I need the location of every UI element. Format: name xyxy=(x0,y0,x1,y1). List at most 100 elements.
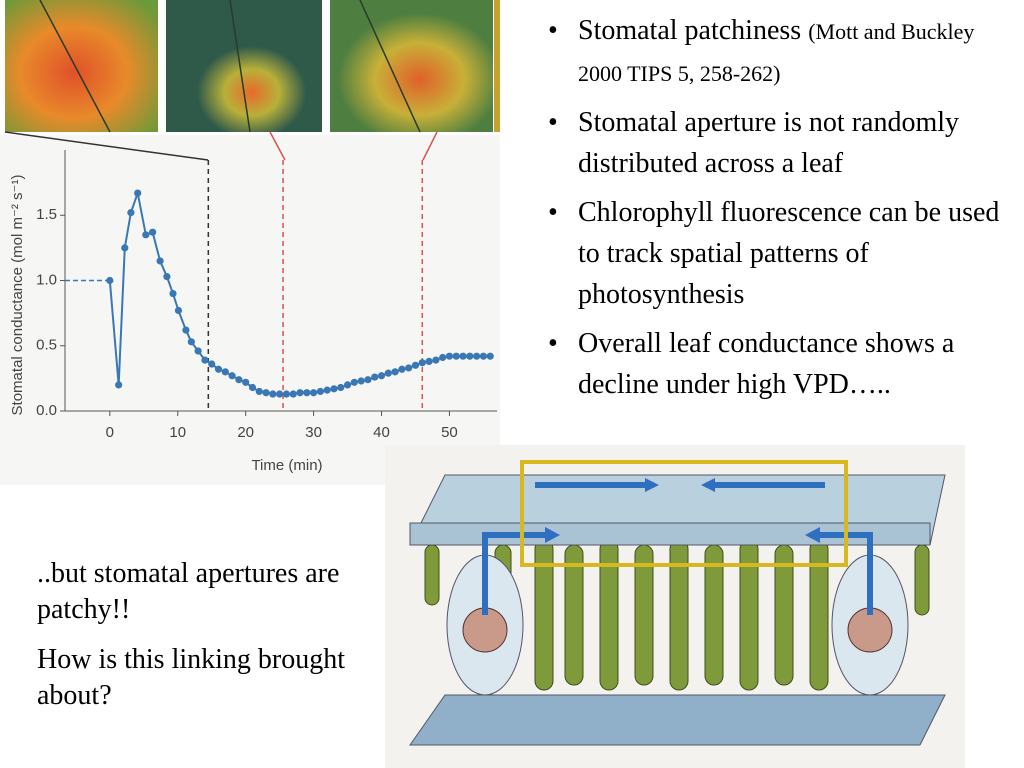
x-tick-label: 10 xyxy=(169,424,186,441)
data-point xyxy=(276,390,284,398)
data-point xyxy=(398,365,406,373)
bullet-text: Overall leaf conductance shows a decline… xyxy=(578,328,955,400)
bullet-note: (Mott and Buckley 2000 TIPS 5, 258-262) xyxy=(578,19,975,86)
data-point xyxy=(486,352,494,360)
data-point xyxy=(214,365,223,373)
data-point xyxy=(445,352,454,360)
x-tick-label: 20 xyxy=(237,424,254,441)
x-axis-label: Time (min) xyxy=(251,457,322,474)
data-point xyxy=(121,244,129,252)
data-point xyxy=(432,356,440,364)
data-point xyxy=(303,389,311,397)
y-tick-label: 0.5 xyxy=(36,337,57,354)
data-point xyxy=(182,326,190,334)
data-point xyxy=(201,356,209,364)
data-point xyxy=(377,372,386,380)
paragraph: How is this linking brought about? xyxy=(37,644,346,711)
y-tick-label: 1.5 xyxy=(36,206,57,223)
x-tick-label: 50 xyxy=(441,424,458,441)
data-point xyxy=(235,376,243,384)
data-point xyxy=(228,372,236,380)
connector xyxy=(269,131,286,161)
chart-bg xyxy=(0,135,500,485)
data-point xyxy=(134,189,142,197)
data-point xyxy=(163,272,171,281)
x-tick-label: 30 xyxy=(305,424,322,441)
data-point xyxy=(479,352,488,360)
leaf-vein xyxy=(39,0,421,133)
bullet: Stomatal aperture is not randomly distri… xyxy=(548,102,1018,184)
x-tick-label: 40 xyxy=(373,424,390,441)
data-point xyxy=(411,361,420,369)
arrow-heads xyxy=(545,478,820,543)
connector xyxy=(4,131,209,161)
heatmap xyxy=(5,0,158,132)
data-point xyxy=(337,383,345,392)
bullet: Stomatal patchiness (Mott and Buckley 20… xyxy=(548,10,1018,94)
data-point xyxy=(350,378,358,386)
flow-arrows xyxy=(482,482,873,615)
epidermis-edge xyxy=(409,522,931,546)
bullet-list: Stomatal patchiness (Mott and Buckley 20… xyxy=(548,10,1018,413)
data-point xyxy=(439,353,447,362)
connector xyxy=(422,131,438,161)
data-point xyxy=(255,387,263,396)
paragraph: ..but stomatal apertures are patchy!! xyxy=(37,558,340,625)
data-point xyxy=(323,386,331,394)
heatmap xyxy=(330,0,493,132)
data-point xyxy=(296,389,304,397)
data-point xyxy=(473,352,481,360)
vein xyxy=(462,607,893,653)
data-point xyxy=(282,390,291,398)
bullet-text: Chlorophyll fluorescence can be used to … xyxy=(578,197,1000,310)
data-point xyxy=(459,352,467,360)
data-point xyxy=(405,364,413,372)
heatmap xyxy=(166,0,322,132)
bullet: Chlorophyll fluorescence can be used to … xyxy=(548,192,1018,315)
data-point xyxy=(364,376,372,384)
x-tick-label: 0 xyxy=(106,424,114,441)
data-point xyxy=(371,373,379,381)
y-tick-label: 0.0 xyxy=(36,402,57,419)
data-point xyxy=(330,385,338,393)
figure: Time (min) Stomatal conductance (mol m⁻²… xyxy=(0,0,500,485)
bullet-text: Stomatal aperture is not randomly distri… xyxy=(578,107,960,179)
data-point xyxy=(106,276,114,285)
data-point xyxy=(115,381,123,389)
data-point xyxy=(452,352,460,360)
left-text: ..but stomatal apertures are patchy!! Ho… xyxy=(37,556,357,728)
data-point xyxy=(343,381,352,389)
lower-epidermis xyxy=(409,694,946,746)
leaf-diagram xyxy=(385,445,965,768)
data-point xyxy=(169,289,177,298)
data-point xyxy=(221,368,229,376)
data-point xyxy=(391,368,399,376)
data-point xyxy=(149,228,157,236)
data-point xyxy=(127,209,135,217)
data-point xyxy=(242,378,250,386)
data-point xyxy=(289,390,297,398)
data-point xyxy=(316,387,324,396)
data-point xyxy=(425,357,433,366)
y-axis-label: Stomatal conductance (mol m⁻² s⁻¹) xyxy=(9,175,26,416)
data-point xyxy=(194,347,202,355)
data-point xyxy=(357,377,365,385)
bullet-text: Stomatal patchiness xyxy=(578,15,809,46)
y-tick-label: 1.0 xyxy=(36,271,57,288)
data-point xyxy=(187,338,195,346)
data-point xyxy=(418,359,426,367)
highlight-box xyxy=(520,460,848,567)
data-point xyxy=(208,360,216,368)
data-point xyxy=(466,352,474,360)
data-point xyxy=(384,369,392,377)
data-point xyxy=(269,390,277,398)
data-point xyxy=(142,231,150,239)
data-point xyxy=(310,389,318,397)
heatmap-strip xyxy=(494,0,500,132)
bullet: Overall leaf conductance shows a decline… xyxy=(548,323,1018,405)
data-point xyxy=(174,306,183,315)
data-point xyxy=(156,257,164,265)
data-point xyxy=(262,389,270,397)
data-point xyxy=(248,383,257,392)
